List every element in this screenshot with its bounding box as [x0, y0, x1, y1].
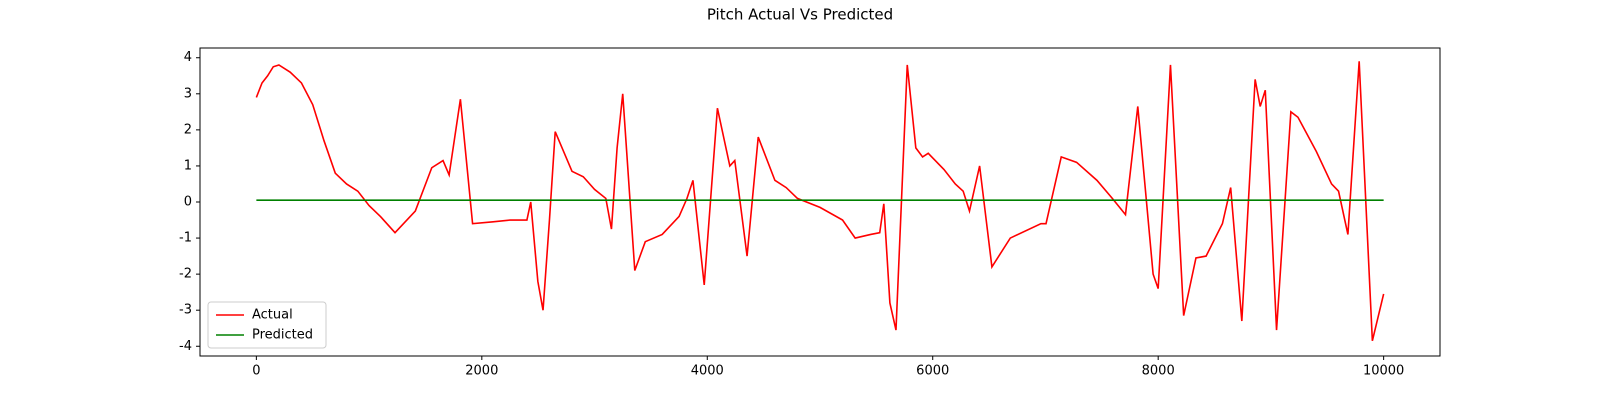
plot-frame [199, 47, 1441, 357]
y-tick-label: 1 [184, 158, 192, 173]
series-line [255, 61, 1385, 342]
y-tick-label: -2 [179, 267, 192, 282]
y-tick-label: 3 [184, 86, 192, 101]
x-tick-label: 0 [252, 364, 260, 379]
y-tick-label: 4 [184, 50, 192, 65]
legend-box [207, 301, 327, 349]
x-tick-label: 4000 [691, 364, 724, 379]
y-tick-label: 2 [184, 122, 192, 137]
x-tick-label: 2000 [465, 364, 498, 379]
y-tick-label: -1 [179, 231, 192, 246]
legend-label: Predicted [252, 328, 313, 343]
chart-title: Pitch Actual Vs Predicted [707, 6, 893, 24]
x-tick-label: 10000 [1363, 364, 1404, 379]
y-tick-label: -3 [179, 303, 192, 318]
x-tick-label: 8000 [1142, 364, 1175, 379]
y-tick-label: -4 [179, 339, 192, 354]
legend-label: Actual [252, 308, 293, 323]
y-tick-label: 0 [184, 195, 192, 210]
x-tick-label: 6000 [916, 364, 949, 379]
